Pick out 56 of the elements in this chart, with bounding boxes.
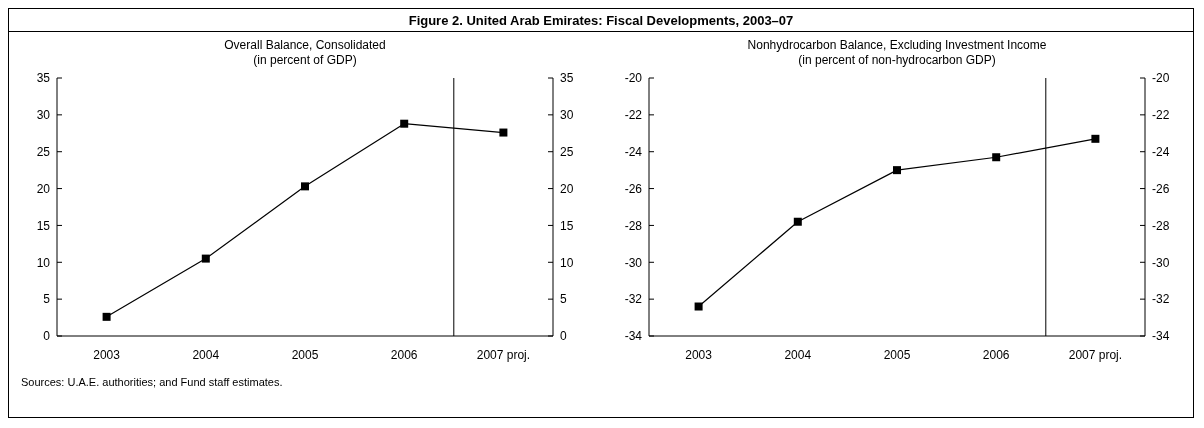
y-tick-label: 0	[43, 329, 51, 344]
x-tick-label: 2006	[982, 347, 1010, 362]
y2-tick-label: -20	[1152, 71, 1170, 86]
x-tick-label: 2005	[883, 347, 911, 362]
y2-tick-label: -34	[1152, 329, 1170, 344]
y2-tick-label: -24	[1152, 144, 1170, 159]
point	[992, 153, 1001, 162]
source-note: Sources: U.A.E. authorities; and Fund staff estimates.	[20, 376, 284, 388]
point	[102, 312, 111, 321]
point	[893, 166, 901, 175]
y-tick-label: -28	[624, 218, 643, 233]
y-tick-label: -22	[624, 108, 643, 123]
point	[694, 302, 703, 311]
text: Figure 2. United Arab Emirates: Fiscal Developments, 2003–07	[9, 9, 1193, 32]
y-tick-label: -24	[624, 144, 643, 159]
y2-tick-label: 15	[560, 218, 574, 233]
y2-tick-label: -32	[1152, 292, 1170, 307]
y-tick-label: 35	[36, 71, 51, 86]
x-tick-label: 2006	[390, 347, 418, 362]
y-tick-label: -26	[624, 181, 643, 196]
x-tick-label: 2003	[685, 347, 713, 362]
y2-tick-label: 35	[560, 71, 574, 86]
x-tick-label: 2007 proj.	[476, 347, 531, 362]
x-tick-label: 2004	[784, 347, 812, 362]
y-tick-label: -20	[624, 71, 643, 86]
y-tick-label: 10	[36, 255, 51, 270]
y2-tick-label: 10	[560, 255, 574, 270]
point	[201, 254, 210, 263]
point	[499, 128, 508, 137]
y-tick-label: -32	[624, 292, 643, 307]
y-tick-label: 15	[36, 218, 51, 233]
y2-tick-label: -26	[1152, 181, 1170, 196]
y2-tick-label: -22	[1152, 108, 1170, 123]
y2-tick-label: -30	[1152, 255, 1170, 270]
chart-subtitle: Overall Balance, Consolidated (in percent of GDP)	[223, 38, 387, 68]
y-tick-label: 5	[43, 292, 51, 307]
y-tick-label: -30	[624, 255, 643, 270]
chart-subtitle: Nonhydrocarbon Balance, Excluding Investment Income (in percent of non-hydrocarbon GDP)	[746, 38, 1048, 68]
point	[1091, 134, 1100, 143]
x-tick-label: 2007 proj.	[1068, 347, 1123, 362]
y2-tick-label: 20	[560, 181, 574, 196]
y2-tick-label: 25	[560, 144, 574, 159]
y2-tick-label: 0	[560, 329, 567, 344]
x-tick-label: 2004	[192, 347, 220, 362]
x-tick-label: 2003	[93, 347, 121, 362]
y-tick-label: -34	[624, 329, 643, 344]
point	[301, 182, 309, 191]
y2-tick-label: -28	[1152, 218, 1170, 233]
y-tick-label: 25	[36, 144, 51, 159]
y-tick-label: 30	[36, 108, 51, 123]
y-tick-label: 20	[36, 181, 51, 196]
y2-tick-label: 5	[560, 292, 567, 307]
point	[793, 217, 802, 226]
y2-tick-label: 30	[560, 108, 574, 123]
point	[400, 119, 409, 128]
x-tick-label: 2005	[291, 347, 319, 362]
